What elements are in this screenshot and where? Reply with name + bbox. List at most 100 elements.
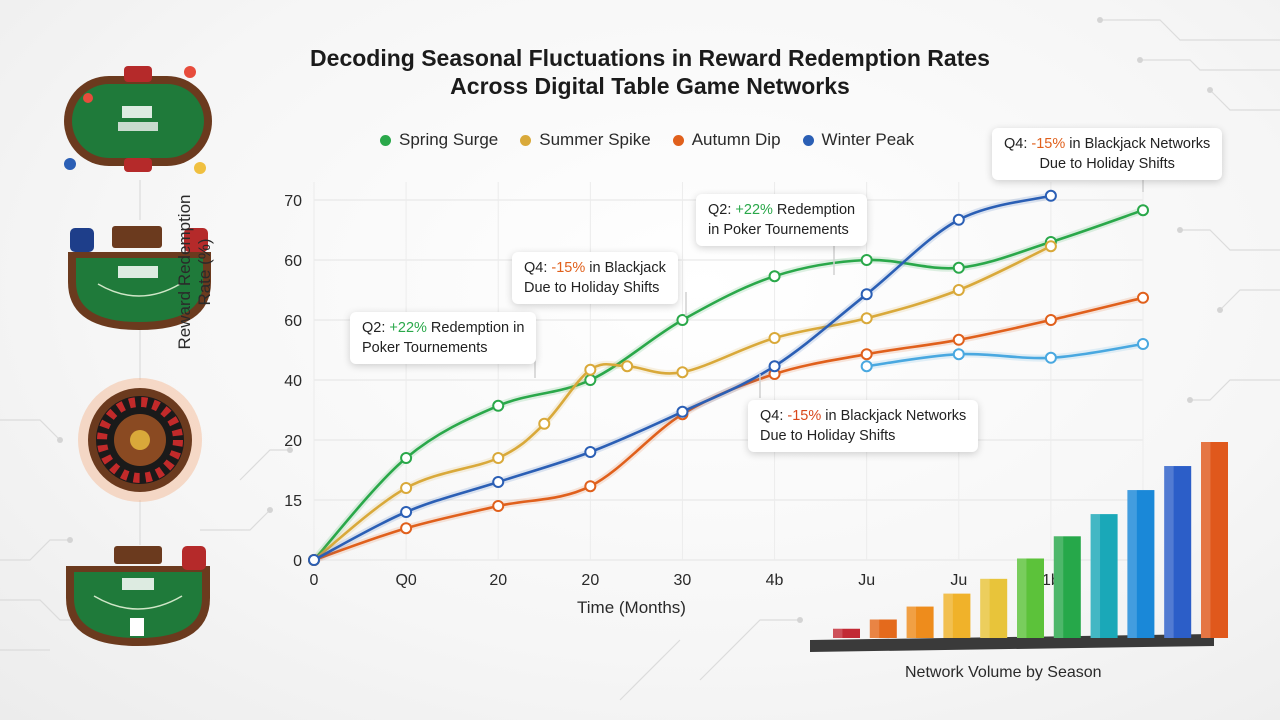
callout-prefix: Q4:: [760, 408, 788, 424]
legend-label: Winter Peak: [821, 130, 915, 149]
data-point-summer-spike: [400, 482, 413, 494]
data-point-winter-peak: [584, 446, 597, 458]
data-point-summer-spike: [860, 312, 873, 325]
legend-item-spring: Spring Surge: [380, 130, 498, 150]
volume-bar-highlight: [1127, 490, 1137, 638]
legend-item-autumn: Autumn Dip: [672, 130, 781, 150]
annotation-q4-blackjack: Q4: -15% in Blackjack Due to Holiday Shi…: [512, 252, 678, 304]
data-point-autumn-dip: [492, 500, 505, 512]
poker-table-icon: [64, 66, 212, 174]
callout-line-2: in Poker Tournements: [708, 222, 849, 238]
volume-bar: [1164, 466, 1192, 638]
y-tick-label: 20: [284, 433, 302, 450]
data-point-summer-spike: [621, 360, 634, 373]
callout-percent: -15%: [1031, 136, 1066, 152]
x-tick-label: Q0: [395, 572, 416, 589]
data-point-autumn-dip: [1044, 314, 1057, 326]
legend-label: Spring Surge: [399, 130, 499, 149]
y-axis-label: Reward Redemption Rate (%): [175, 194, 214, 350]
annotation-q2-left: Q2: +22% Redemption in Poker Tournements: [350, 312, 537, 364]
title-line-2: Across Digital Table Game Networks: [450, 73, 850, 99]
data-point-winter-peak: [768, 360, 781, 373]
data-point-spring-surge: [768, 270, 781, 283]
volume-bar: [906, 606, 934, 638]
bar-chart-title: Network Volume by Season: [905, 664, 1102, 681]
volume-bar: [1201, 442, 1228, 638]
volume-bar: [1017, 558, 1044, 638]
data-point-spring-surge: [860, 254, 873, 266]
y-tick-label: 40: [284, 373, 302, 390]
x-tick-label: Ju: [950, 572, 967, 589]
callout-prefix: Q2:: [708, 202, 736, 218]
callout-prefix: Q4:: [524, 260, 552, 276]
x-tick-label: Ju: [858, 572, 875, 589]
data-point-winter-peak: [492, 476, 505, 488]
data-point-highlight: [1044, 351, 1057, 364]
data-point-autumn-dip: [952, 333, 965, 346]
legend-item-summer: Summer Spike: [520, 130, 651, 150]
callout-percent: +22%: [389, 320, 427, 336]
y-tick-label: 15: [284, 493, 302, 510]
blackjack-table-icon: [68, 226, 211, 330]
volume-bar: [980, 578, 1008, 638]
volume-bar: [869, 619, 897, 638]
callout-line-2: Due to Holiday Shifts: [1039, 156, 1175, 172]
callout-text: in Blackjack Networks: [1065, 136, 1211, 152]
volume-bar-highlight: [833, 628, 843, 638]
bar-chart-base: [810, 634, 1214, 652]
volume-bar-highlight: [943, 593, 953, 638]
data-point-spring-surge: [1137, 204, 1149, 217]
legend-label: Summer Spike: [539, 130, 651, 149]
legend-dot: [802, 134, 814, 146]
legend-item-winter: Winter Peak: [802, 130, 915, 150]
x-tick-label: 4b: [766, 572, 784, 589]
annotation-q2-poker: Q2: +22% Redemption in Poker Tournements: [696, 194, 868, 246]
volume-bar-highlight: [906, 606, 917, 638]
y-tick-label: 0: [293, 553, 302, 570]
data-point-spring-surge: [400, 452, 413, 464]
legend-label: Autumn Dip: [691, 130, 781, 149]
callout-text: Redemption: [772, 202, 856, 218]
volume-bar-highlight: [869, 619, 880, 638]
baccarat-table-icon: [66, 546, 210, 646]
series-line-spring-surge: [312, 208, 1145, 562]
annotation-q4-top: Q4: -15% in Blackjack Networks Due to Ho…: [992, 128, 1223, 180]
legend-dot: [672, 134, 684, 146]
data-point-highlight: [952, 348, 965, 361]
volume-bar-highlight: [1017, 558, 1027, 638]
series-line-highlight: [865, 342, 1145, 368]
volume-bar: [1053, 536, 1081, 638]
callout-text: in Blackjack: [585, 260, 666, 276]
volume-bar: [943, 593, 971, 638]
x-tick-label: 20: [581, 572, 599, 589]
x-tick-label: 0: [310, 572, 319, 589]
data-point-winter-peak: [952, 213, 965, 226]
volume-bar-highlight: [1053, 536, 1064, 638]
callout-line-2: Due to Holiday Shifts: [760, 428, 896, 444]
data-point-summer-spike: [768, 332, 781, 344]
data-point-spring-surge: [676, 314, 689, 326]
data-point-winter-peak: [400, 506, 413, 518]
volume-bar-highlight: [1201, 442, 1211, 638]
data-point-spring-surge: [952, 261, 965, 274]
data-point-summer-spike: [952, 284, 965, 296]
callout-text: Redemption in: [426, 320, 525, 336]
chart-legend: Spring Surge Summer Spike Autumn Dip Win…: [380, 130, 914, 150]
y-tick-label: 70: [284, 193, 302, 210]
data-point-highlight: [860, 360, 873, 373]
volume-bar-highlight: [1090, 514, 1101, 638]
x-tick-label: 20: [489, 572, 507, 589]
callout-line-2: Poker Tournements: [362, 340, 488, 356]
data-point-summer-spike: [1044, 240, 1057, 253]
data-point-summer-spike: [492, 452, 505, 464]
data-point-winter-peak: [308, 554, 320, 566]
callout-percent: -15%: [551, 260, 586, 276]
data-point-autumn-dip: [400, 522, 413, 535]
volume-bar-highlight: [980, 578, 990, 638]
legend-dot: [380, 134, 391, 146]
data-point-summer-spike: [676, 366, 689, 379]
callout-line-2: Due to Holiday Shifts: [524, 280, 660, 296]
data-point-summer-spike: [538, 417, 551, 430]
